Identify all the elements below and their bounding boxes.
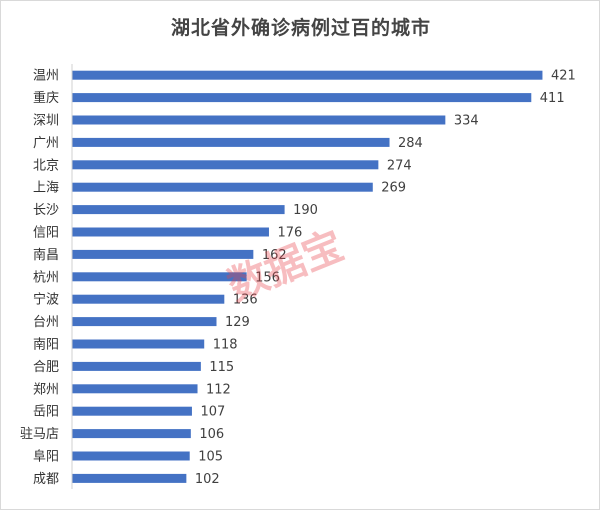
data-label: 115 bbox=[209, 360, 234, 375]
category-label: 北京 bbox=[33, 158, 59, 173]
category-label: 上海 bbox=[33, 181, 59, 196]
bar bbox=[72, 249, 254, 259]
bar bbox=[72, 361, 201, 371]
data-label: 106 bbox=[199, 427, 224, 442]
bar bbox=[72, 384, 198, 394]
data-label: 162 bbox=[262, 248, 287, 263]
category-label: 温州 bbox=[33, 69, 59, 84]
data-label: 105 bbox=[198, 450, 223, 465]
bar bbox=[72, 182, 373, 192]
data-label: 421 bbox=[551, 69, 576, 84]
bar bbox=[72, 473, 187, 483]
data-label: 118 bbox=[213, 338, 238, 353]
data-label: 136 bbox=[233, 293, 258, 308]
data-label: 102 bbox=[195, 472, 220, 487]
category-label: 信阳 bbox=[33, 226, 59, 241]
bar bbox=[72, 406, 192, 416]
category-label: 合肥 bbox=[33, 360, 59, 375]
data-label: 269 bbox=[381, 181, 406, 196]
category-label: 宁波 bbox=[33, 292, 59, 308]
category-label: 广州 bbox=[33, 136, 59, 151]
bar bbox=[72, 70, 543, 80]
category-label: 杭州 bbox=[33, 270, 59, 285]
bar bbox=[72, 294, 225, 304]
category-label: 南阳 bbox=[33, 337, 59, 353]
category-label: 台州 bbox=[33, 315, 59, 330]
category-label: 岳阳 bbox=[33, 405, 59, 420]
bar bbox=[72, 137, 390, 147]
category-label: 重庆 bbox=[33, 90, 59, 106]
category-label: 南昌 bbox=[33, 247, 59, 263]
data-label: 274 bbox=[387, 158, 412, 173]
bar bbox=[72, 317, 217, 327]
data-label: 334 bbox=[454, 114, 479, 129]
bar bbox=[72, 451, 190, 461]
data-label: 129 bbox=[225, 315, 250, 330]
data-label: 190 bbox=[293, 203, 318, 218]
data-label: 107 bbox=[200, 405, 225, 420]
category-label: 成都 bbox=[33, 472, 59, 487]
data-label: 176 bbox=[277, 226, 302, 241]
category-label: 阜阳 bbox=[33, 449, 59, 465]
category-label: 长沙 bbox=[33, 203, 59, 218]
bar bbox=[72, 339, 205, 349]
bar bbox=[72, 115, 446, 125]
data-label: 112 bbox=[206, 382, 231, 397]
bar bbox=[72, 429, 191, 439]
bar bbox=[72, 160, 379, 170]
bar bbox=[72, 272, 247, 282]
bar bbox=[72, 205, 285, 215]
data-label: 156 bbox=[255, 270, 280, 285]
category-label: 驻马店 bbox=[20, 427, 59, 442]
bar bbox=[72, 93, 532, 103]
data-label: 284 bbox=[398, 136, 423, 151]
chart-title: 湖北省外确诊病例过百的城市 bbox=[170, 17, 431, 39]
data-label: 411 bbox=[540, 91, 565, 106]
bar bbox=[72, 227, 269, 237]
category-label: 郑州 bbox=[33, 382, 59, 397]
category-label: 深圳 bbox=[33, 114, 59, 129]
